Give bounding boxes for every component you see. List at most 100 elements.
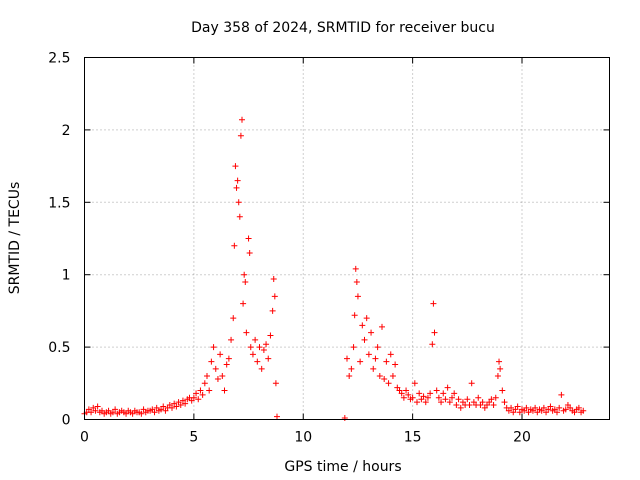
data-point <box>352 265 359 272</box>
data-point <box>353 278 360 285</box>
data-point <box>376 373 383 380</box>
y-tick-label: 0 <box>62 413 71 429</box>
data-point <box>242 278 249 285</box>
data-point <box>453 402 460 409</box>
data-point <box>169 404 175 411</box>
data-point <box>420 393 427 400</box>
data-point <box>341 415 348 422</box>
data-point <box>580 407 587 414</box>
data-point <box>232 163 239 170</box>
data-point <box>381 375 388 382</box>
data-point <box>532 404 539 411</box>
data-point <box>351 312 358 319</box>
data-point <box>405 391 412 398</box>
data-point <box>475 394 482 401</box>
data-point <box>464 396 471 403</box>
data-point <box>270 276 277 283</box>
data-point <box>269 307 276 314</box>
x-tick-label: 15 <box>404 430 422 446</box>
data-point <box>514 403 521 410</box>
data-point <box>562 406 569 413</box>
data-point <box>435 394 442 401</box>
data-point <box>499 387 506 394</box>
data-point <box>231 242 238 249</box>
data-point <box>501 399 508 406</box>
data-point <box>554 409 560 416</box>
data-point <box>233 184 240 191</box>
y-tick-label: 1 <box>62 268 71 284</box>
data-point <box>446 399 453 406</box>
data-point <box>361 336 368 343</box>
data-point <box>344 355 350 362</box>
x-tick-label: 5 <box>189 430 198 446</box>
data-point <box>429 341 436 348</box>
data-point <box>246 249 253 256</box>
data-point <box>357 358 364 365</box>
data-points <box>81 116 587 422</box>
data-point <box>379 323 385 330</box>
grid-lines <box>84 57 610 420</box>
data-point <box>479 399 486 406</box>
data-point <box>247 344 254 351</box>
data-point <box>212 365 219 372</box>
data-point <box>431 329 438 336</box>
data-point <box>265 355 272 362</box>
data-point <box>138 410 145 417</box>
data-point <box>237 132 244 139</box>
data-point <box>416 390 423 397</box>
data-point <box>348 365 355 372</box>
data-point <box>400 394 407 401</box>
data-point <box>468 380 475 387</box>
data-point <box>206 387 213 394</box>
data-point <box>492 394 499 401</box>
data-point <box>372 355 379 362</box>
data-point <box>365 351 372 358</box>
data-point <box>252 336 259 343</box>
data-point <box>409 394 416 401</box>
plot-frame <box>84 57 610 420</box>
tick-labels: 0 5 10 15 20 0 0.5 1 1.5 2 2.5 <box>48 51 531 446</box>
data-point <box>243 329 250 336</box>
data-point <box>540 404 547 411</box>
data-point <box>490 402 497 409</box>
data-point <box>197 387 204 394</box>
data-point <box>234 177 241 184</box>
data-point <box>245 235 252 242</box>
data-point <box>236 213 243 220</box>
y-tick-label: 0.5 <box>48 340 70 356</box>
data-point <box>160 403 167 410</box>
data-point <box>195 396 202 403</box>
data-point <box>523 404 530 411</box>
data-point <box>190 394 197 401</box>
data-point <box>346 373 353 380</box>
data-point <box>508 404 515 411</box>
data-point <box>221 387 228 394</box>
data-point <box>424 394 431 401</box>
data-point <box>217 351 224 358</box>
data-point <box>455 396 462 403</box>
y-tick-label: 2 <box>62 123 71 139</box>
data-point <box>230 315 237 322</box>
data-point <box>271 293 278 300</box>
data-point <box>575 404 582 411</box>
data-point <box>193 390 200 397</box>
data-point <box>374 344 381 351</box>
data-point <box>398 390 405 397</box>
data-point <box>370 365 377 372</box>
data-point <box>225 355 232 362</box>
data-point <box>558 391 565 398</box>
data-point <box>392 361 399 368</box>
data-point <box>173 403 180 410</box>
data-point <box>387 351 394 358</box>
data-point <box>112 406 119 413</box>
data-point <box>359 322 366 329</box>
data-point <box>241 271 248 278</box>
data-point <box>182 400 189 407</box>
y-tick-label: 1.5 <box>48 195 70 211</box>
data-point <box>240 300 247 307</box>
data-point <box>427 390 434 397</box>
data-point <box>223 361 230 368</box>
data-point <box>256 344 263 351</box>
data-point <box>451 390 458 397</box>
data-point <box>442 396 449 403</box>
